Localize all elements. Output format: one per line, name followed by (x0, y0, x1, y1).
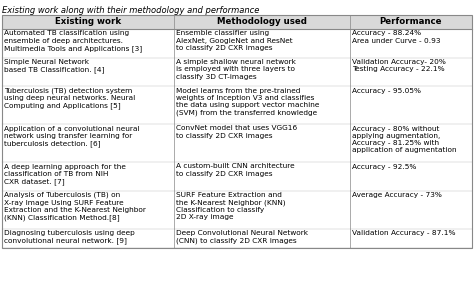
Text: Deep Convolutional Neural Network
(CNN) to classify 2D CXR images: Deep Convolutional Neural Network (CNN) … (175, 230, 308, 244)
Text: Tuberculosis (TB) detection system
using deep neural networks. Neural
Computing : Tuberculosis (TB) detection system using… (4, 88, 135, 109)
Text: Simple Neural Network
based TB Classification. [4]: Simple Neural Network based TB Classific… (4, 59, 104, 73)
Text: ConvNet model that uses VGG16
to classify 2D CXR images: ConvNet model that uses VGG16 to classif… (175, 126, 297, 139)
Bar (2, 15, 472, 248)
Text: Methodology used: Methodology used (217, 18, 307, 27)
Text: A simple shallow neural network
is employed with three layers to
classify 3D CT-: A simple shallow neural network is emplo… (175, 59, 295, 79)
Text: Accuracy - 95.05%: Accuracy - 95.05% (352, 88, 421, 94)
Text: Existing work: Existing work (55, 18, 121, 27)
Text: Ensemble classifier using
AlexNet, GoogleNet and ResNet
to classify 2D CXR image: Ensemble classifier using AlexNet, Googl… (175, 31, 292, 51)
Bar (2, 15, 472, 29)
Text: A deep learning approach for the
classification of TB from NIH
CXR dataset. [7]: A deep learning approach for the classif… (4, 163, 126, 185)
Text: SURF Feature Extraction and
the K-Nearest Neighbor (KNN)
Classification to class: SURF Feature Extraction and the K-Neares… (175, 192, 285, 220)
Text: Accuracy - 80% without
applying augmentation,
Accuracy - 81.25% with
application: Accuracy - 80% without applying augmenta… (352, 126, 456, 153)
Text: Validation Accuracy - 87.1%: Validation Accuracy - 87.1% (352, 230, 456, 236)
Text: Average Accuracy - 73%: Average Accuracy - 73% (352, 192, 442, 198)
Text: Performance: Performance (380, 18, 442, 27)
Text: Diagnosing tuberculosis using deep
convolutional neural network. [9]: Diagnosing tuberculosis using deep convo… (4, 230, 135, 244)
Text: Existing work along with their methodology and performance: Existing work along with their methodolo… (2, 6, 259, 15)
Text: A custom-built CNN architecture
to classify 2D CXR images: A custom-built CNN architecture to class… (175, 163, 294, 177)
Text: Analysis of Tuberculosis (TB) on
X-ray Image Using SURF Feature
Extraction and t: Analysis of Tuberculosis (TB) on X-ray I… (4, 192, 146, 221)
Text: Validation Accuracy- 20%
Testing Accuracy - 22.1%: Validation Accuracy- 20% Testing Accurac… (352, 59, 446, 72)
Text: Accuracy - 92.5%: Accuracy - 92.5% (352, 163, 416, 169)
Text: Automated TB classification using
ensemble of deep architectures.
Multimedia Too: Automated TB classification using ensemb… (4, 31, 142, 52)
Text: Accuracy - 88.24%
Area under Curve - 0.93: Accuracy - 88.24% Area under Curve - 0.9… (352, 31, 440, 44)
Text: Model learns from the pre-trained
weights of Inception V3 and classifies
the dat: Model learns from the pre-trained weight… (175, 88, 319, 116)
Text: Application of a convolutional neural
network using transfer learning for
tuberc: Application of a convolutional neural ne… (4, 126, 140, 147)
